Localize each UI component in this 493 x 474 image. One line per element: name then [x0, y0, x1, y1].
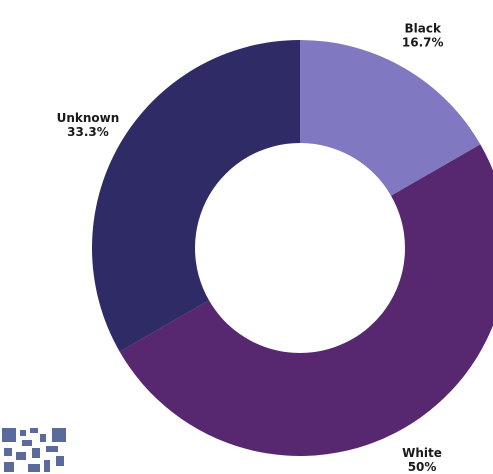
- qr-code: [2, 428, 66, 472]
- slice-label: Unknown: [57, 111, 120, 125]
- slice-value: 33.3%: [67, 125, 109, 139]
- donut-slice: [119, 144, 493, 456]
- donut-slice: [91, 40, 300, 352]
- slice-value: 16.7%: [402, 35, 444, 49]
- slice-label: Black: [404, 21, 441, 35]
- slice-value: 50%: [408, 460, 437, 474]
- slice-label: White: [402, 446, 442, 460]
- donut-slice: [300, 40, 481, 196]
